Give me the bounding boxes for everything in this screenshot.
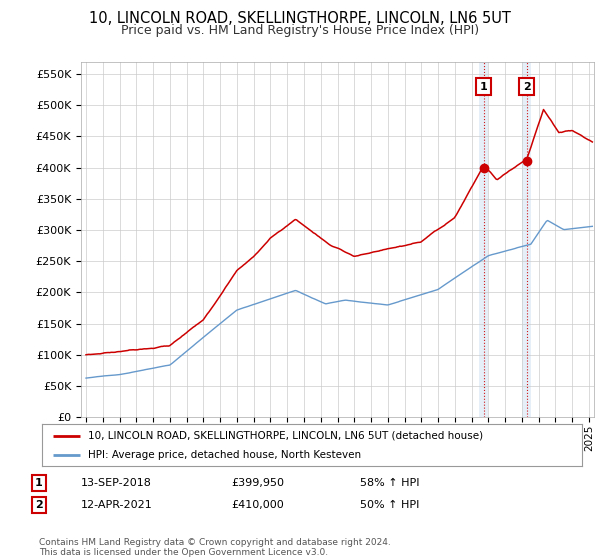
Text: 12-APR-2021: 12-APR-2021 bbox=[81, 500, 153, 510]
Text: 2: 2 bbox=[523, 82, 530, 91]
Text: 10, LINCOLN ROAD, SKELLINGTHORPE, LINCOLN, LN6 5UT (detached house): 10, LINCOLN ROAD, SKELLINGTHORPE, LINCOL… bbox=[88, 431, 483, 441]
Text: 2: 2 bbox=[35, 500, 43, 510]
Bar bbox=[523, 62, 531, 417]
Text: Contains HM Land Registry data © Crown copyright and database right 2024.
This d: Contains HM Land Registry data © Crown c… bbox=[39, 538, 391, 557]
Text: 50% ↑ HPI: 50% ↑ HPI bbox=[360, 500, 419, 510]
Text: 1: 1 bbox=[35, 478, 43, 488]
Text: 13-SEP-2018: 13-SEP-2018 bbox=[81, 478, 152, 488]
Bar bbox=[479, 62, 488, 417]
Text: 58% ↑ HPI: 58% ↑ HPI bbox=[360, 478, 419, 488]
Text: £410,000: £410,000 bbox=[231, 500, 284, 510]
Text: 10, LINCOLN ROAD, SKELLINGTHORPE, LINCOLN, LN6 5UT: 10, LINCOLN ROAD, SKELLINGTHORPE, LINCOL… bbox=[89, 11, 511, 26]
Text: Price paid vs. HM Land Registry's House Price Index (HPI): Price paid vs. HM Land Registry's House … bbox=[121, 24, 479, 36]
Text: HPI: Average price, detached house, North Kesteven: HPI: Average price, detached house, Nort… bbox=[88, 450, 361, 460]
Text: £399,950: £399,950 bbox=[231, 478, 284, 488]
Text: 1: 1 bbox=[479, 82, 487, 91]
